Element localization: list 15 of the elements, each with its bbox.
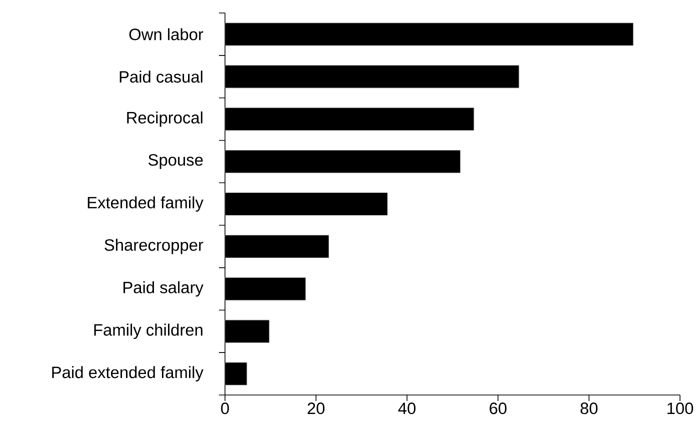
y-tick-label: Paid casual [120,70,202,83]
y-tick-label: Reciprocal [127,111,202,127]
x-tick-label: 100 [668,402,694,414]
x-tick-label: 40 [398,402,416,414]
y-tick-label: Spouse [148,154,203,170]
y-tick-label: Own labor [129,28,204,40]
y-tick-label: Family children [94,324,202,339]
x-tick-label: 60 [490,402,506,414]
y-tick-label: Extended family [88,196,204,212]
x-tick-label: 0 [221,402,229,414]
x-tick-label: 20 [308,402,324,414]
x-tick-label: 80 [580,402,598,414]
y-tick-label: Paid salary [124,281,204,297]
y-tick-label: Paid extended family [52,366,204,382]
y-tick-label: Sharecropper [104,238,204,254]
